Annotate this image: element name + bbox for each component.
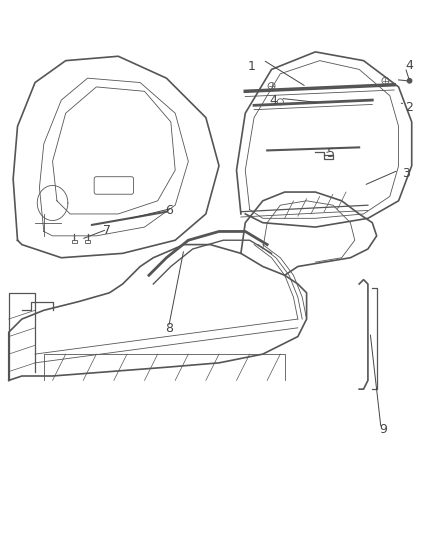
- Text: 4: 4: [406, 59, 413, 72]
- Text: 6: 6: [165, 204, 173, 217]
- Text: 2: 2: [406, 101, 413, 115]
- Circle shape: [407, 78, 412, 83]
- Text: 4: 4: [270, 94, 278, 108]
- Text: 9: 9: [379, 423, 387, 436]
- Bar: [72, 240, 77, 243]
- Bar: [85, 240, 90, 243]
- Text: 7: 7: [103, 224, 111, 237]
- Text: 8: 8: [165, 322, 173, 335]
- Text: 1: 1: [248, 60, 256, 73]
- Text: 5: 5: [327, 147, 335, 160]
- Text: 3: 3: [403, 167, 410, 180]
